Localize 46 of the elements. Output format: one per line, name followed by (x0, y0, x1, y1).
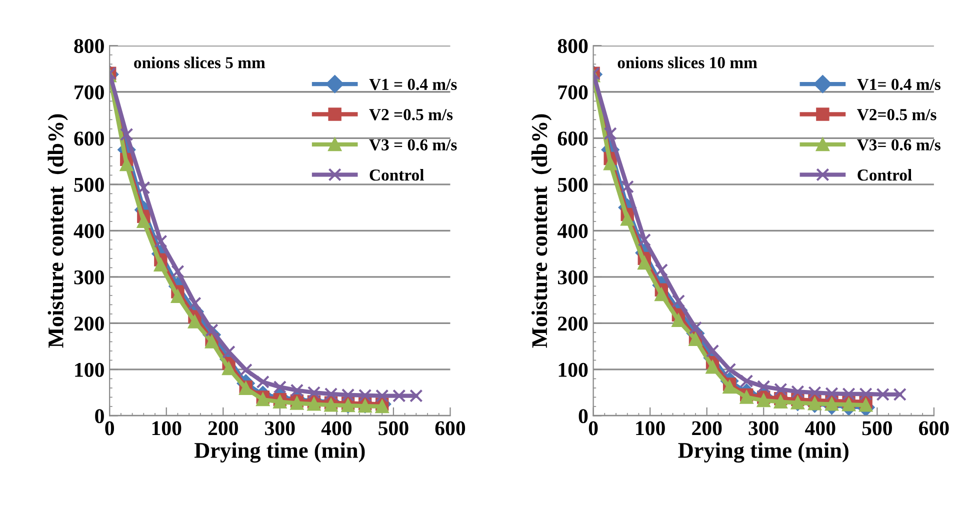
y-tick-label: 0 (578, 409, 588, 424)
y-tick-label: 500 (558, 178, 588, 192)
y-tick-label: 600 (74, 132, 104, 146)
y-axis-title: Moisture content (db%) (531, 114, 552, 348)
text: onions slices 10 mm (618, 56, 758, 68)
x-tick-label: 200 (208, 421, 238, 436)
legend-label: V2=0.5 m/s (857, 109, 936, 120)
x-tick-label: 600 (919, 421, 949, 436)
legend-label: Control (370, 168, 424, 181)
y-tick-label: 200 (558, 316, 588, 331)
x-tick-label: 600 (435, 421, 466, 436)
y-tick-label: 0 (95, 409, 104, 424)
y-tick-label: 200 (74, 316, 104, 331)
x-tick-label: 400 (805, 421, 836, 436)
y-tick-label: 300 (558, 270, 588, 284)
x-tick-label: 500 (378, 421, 408, 436)
legend-label: V1 = 0.4 m/s (369, 78, 457, 90)
y-axis-title: Moisture content (db%) (48, 114, 68, 348)
x-tick-label: 400 (321, 421, 352, 436)
y-tick-label: 800 (74, 39, 104, 54)
y-tick-label: 600 (558, 132, 588, 146)
y-tick-label: 800 (558, 39, 588, 54)
x-tick-label: 300 (748, 421, 778, 436)
x-axis-title: Drying time (min) (194, 442, 365, 463)
y-tick-label: 700 (558, 85, 588, 100)
y-tick-label: 300 (74, 270, 104, 284)
y-tick-label: 100 (558, 362, 588, 377)
x-tick-label: 500 (862, 421, 892, 436)
x-tick-label: 100 (152, 421, 182, 436)
legend-label: V1= 0.4 m/s (857, 78, 940, 90)
legend-label: V2 =0.5 m/s (369, 109, 453, 120)
text: onions slices 5 mm (134, 56, 266, 68)
x-tick-label: 100 (636, 421, 665, 436)
x-tick-label: 0 (588, 421, 598, 436)
y-tick-label: 500 (74, 178, 104, 192)
x-tick-label: 0 (105, 421, 114, 436)
x-axis-title: Drying time (min) (678, 442, 848, 463)
y-tick-label: 100 (75, 362, 104, 377)
x-tick-label: 300 (265, 421, 295, 436)
legend-label: V3= 0.6 m/s (857, 139, 940, 151)
legend-label: Control (858, 168, 912, 181)
y-tick-label: 400 (557, 224, 588, 238)
y-tick-label: 400 (74, 224, 104, 238)
legend-label: V3 = 0.6 m/s (369, 139, 457, 151)
y-tick-label: 700 (74, 85, 104, 100)
x-tick-label: 200 (692, 421, 722, 436)
